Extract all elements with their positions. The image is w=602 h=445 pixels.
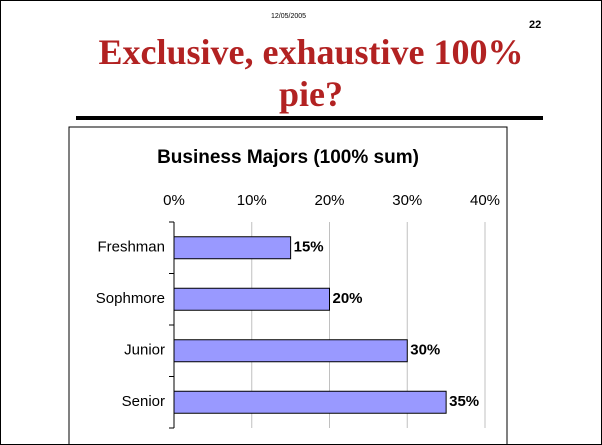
y-tick-label: Junior [124, 342, 165, 359]
value-label: 15% [294, 239, 324, 256]
value-label: 35% [449, 393, 479, 410]
page-number: 22 [529, 19, 542, 31]
bar [173, 236, 292, 260]
title-rule [76, 116, 543, 120]
x-tick-label: 30% [392, 192, 422, 209]
bar [173, 287, 330, 311]
x-tick-label: 10% [237, 192, 267, 209]
slide-date: 12/05/2005 [271, 13, 307, 20]
y-tick-label: Sophmore [96, 290, 165, 307]
bar [173, 390, 447, 414]
bar [173, 339, 408, 363]
value-label: 30% [410, 342, 440, 359]
x-tick-label: 40% [470, 192, 500, 209]
chart-title: Business Majors (100% sum) [157, 147, 419, 168]
x-tick-label: 20% [314, 192, 344, 209]
y-tick-label: Freshman [97, 239, 165, 256]
value-label: 20% [333, 290, 363, 307]
x-tick-label: 0% [163, 192, 185, 209]
slide-title: Exclusive, exhaustive 100% pie? [98, 32, 524, 114]
y-tick-label: Senior [122, 393, 165, 410]
